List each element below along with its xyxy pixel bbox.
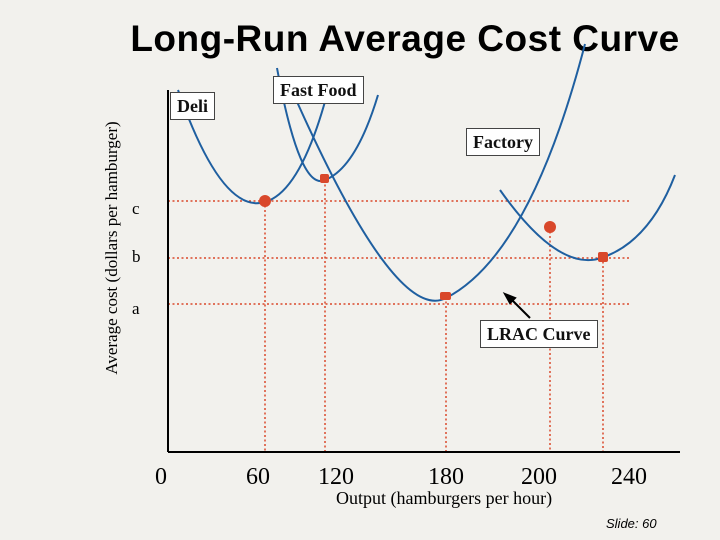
- x-tick-0: 0: [155, 464, 167, 490]
- level-label-a: a: [132, 299, 140, 318]
- y-axis-label: Average cost (dollars per hamburger): [102, 121, 121, 375]
- cost-curves: [177, 43, 676, 302]
- slide-title: Long-Run Average Cost Curve: [130, 18, 680, 59]
- marker-fast-food-min: [320, 174, 329, 183]
- lrac-arrow: [502, 292, 531, 319]
- guide-lines: [168, 180, 630, 452]
- fast-food-label: Fast Food: [273, 76, 364, 104]
- large-plant-curve: [499, 174, 676, 262]
- x-axis-label: Output (hamburgers per hour): [336, 488, 553, 508]
- axes: [167, 90, 680, 453]
- slide-number: Slide: 60: [606, 516, 657, 531]
- x-tick-120: 120: [318, 464, 354, 490]
- level-label-c: c: [132, 199, 140, 218]
- factory-label: Factory: [466, 128, 540, 156]
- marker-240: [598, 252, 608, 262]
- markers: [259, 174, 608, 300]
- x-tick-200: 200: [521, 464, 557, 490]
- marker-deli-min: [259, 195, 271, 207]
- level-label-b: b: [132, 247, 141, 266]
- x-tick-60: 60: [246, 464, 270, 490]
- deli-label: Deli: [170, 92, 215, 120]
- marker-200: [544, 221, 556, 233]
- lrac-curve-label: LRAC Curve: [480, 320, 598, 348]
- x-tick-180: 180: [428, 464, 464, 490]
- marker-factory-min: [440, 292, 451, 300]
- x-tick-240: 240: [611, 464, 647, 490]
